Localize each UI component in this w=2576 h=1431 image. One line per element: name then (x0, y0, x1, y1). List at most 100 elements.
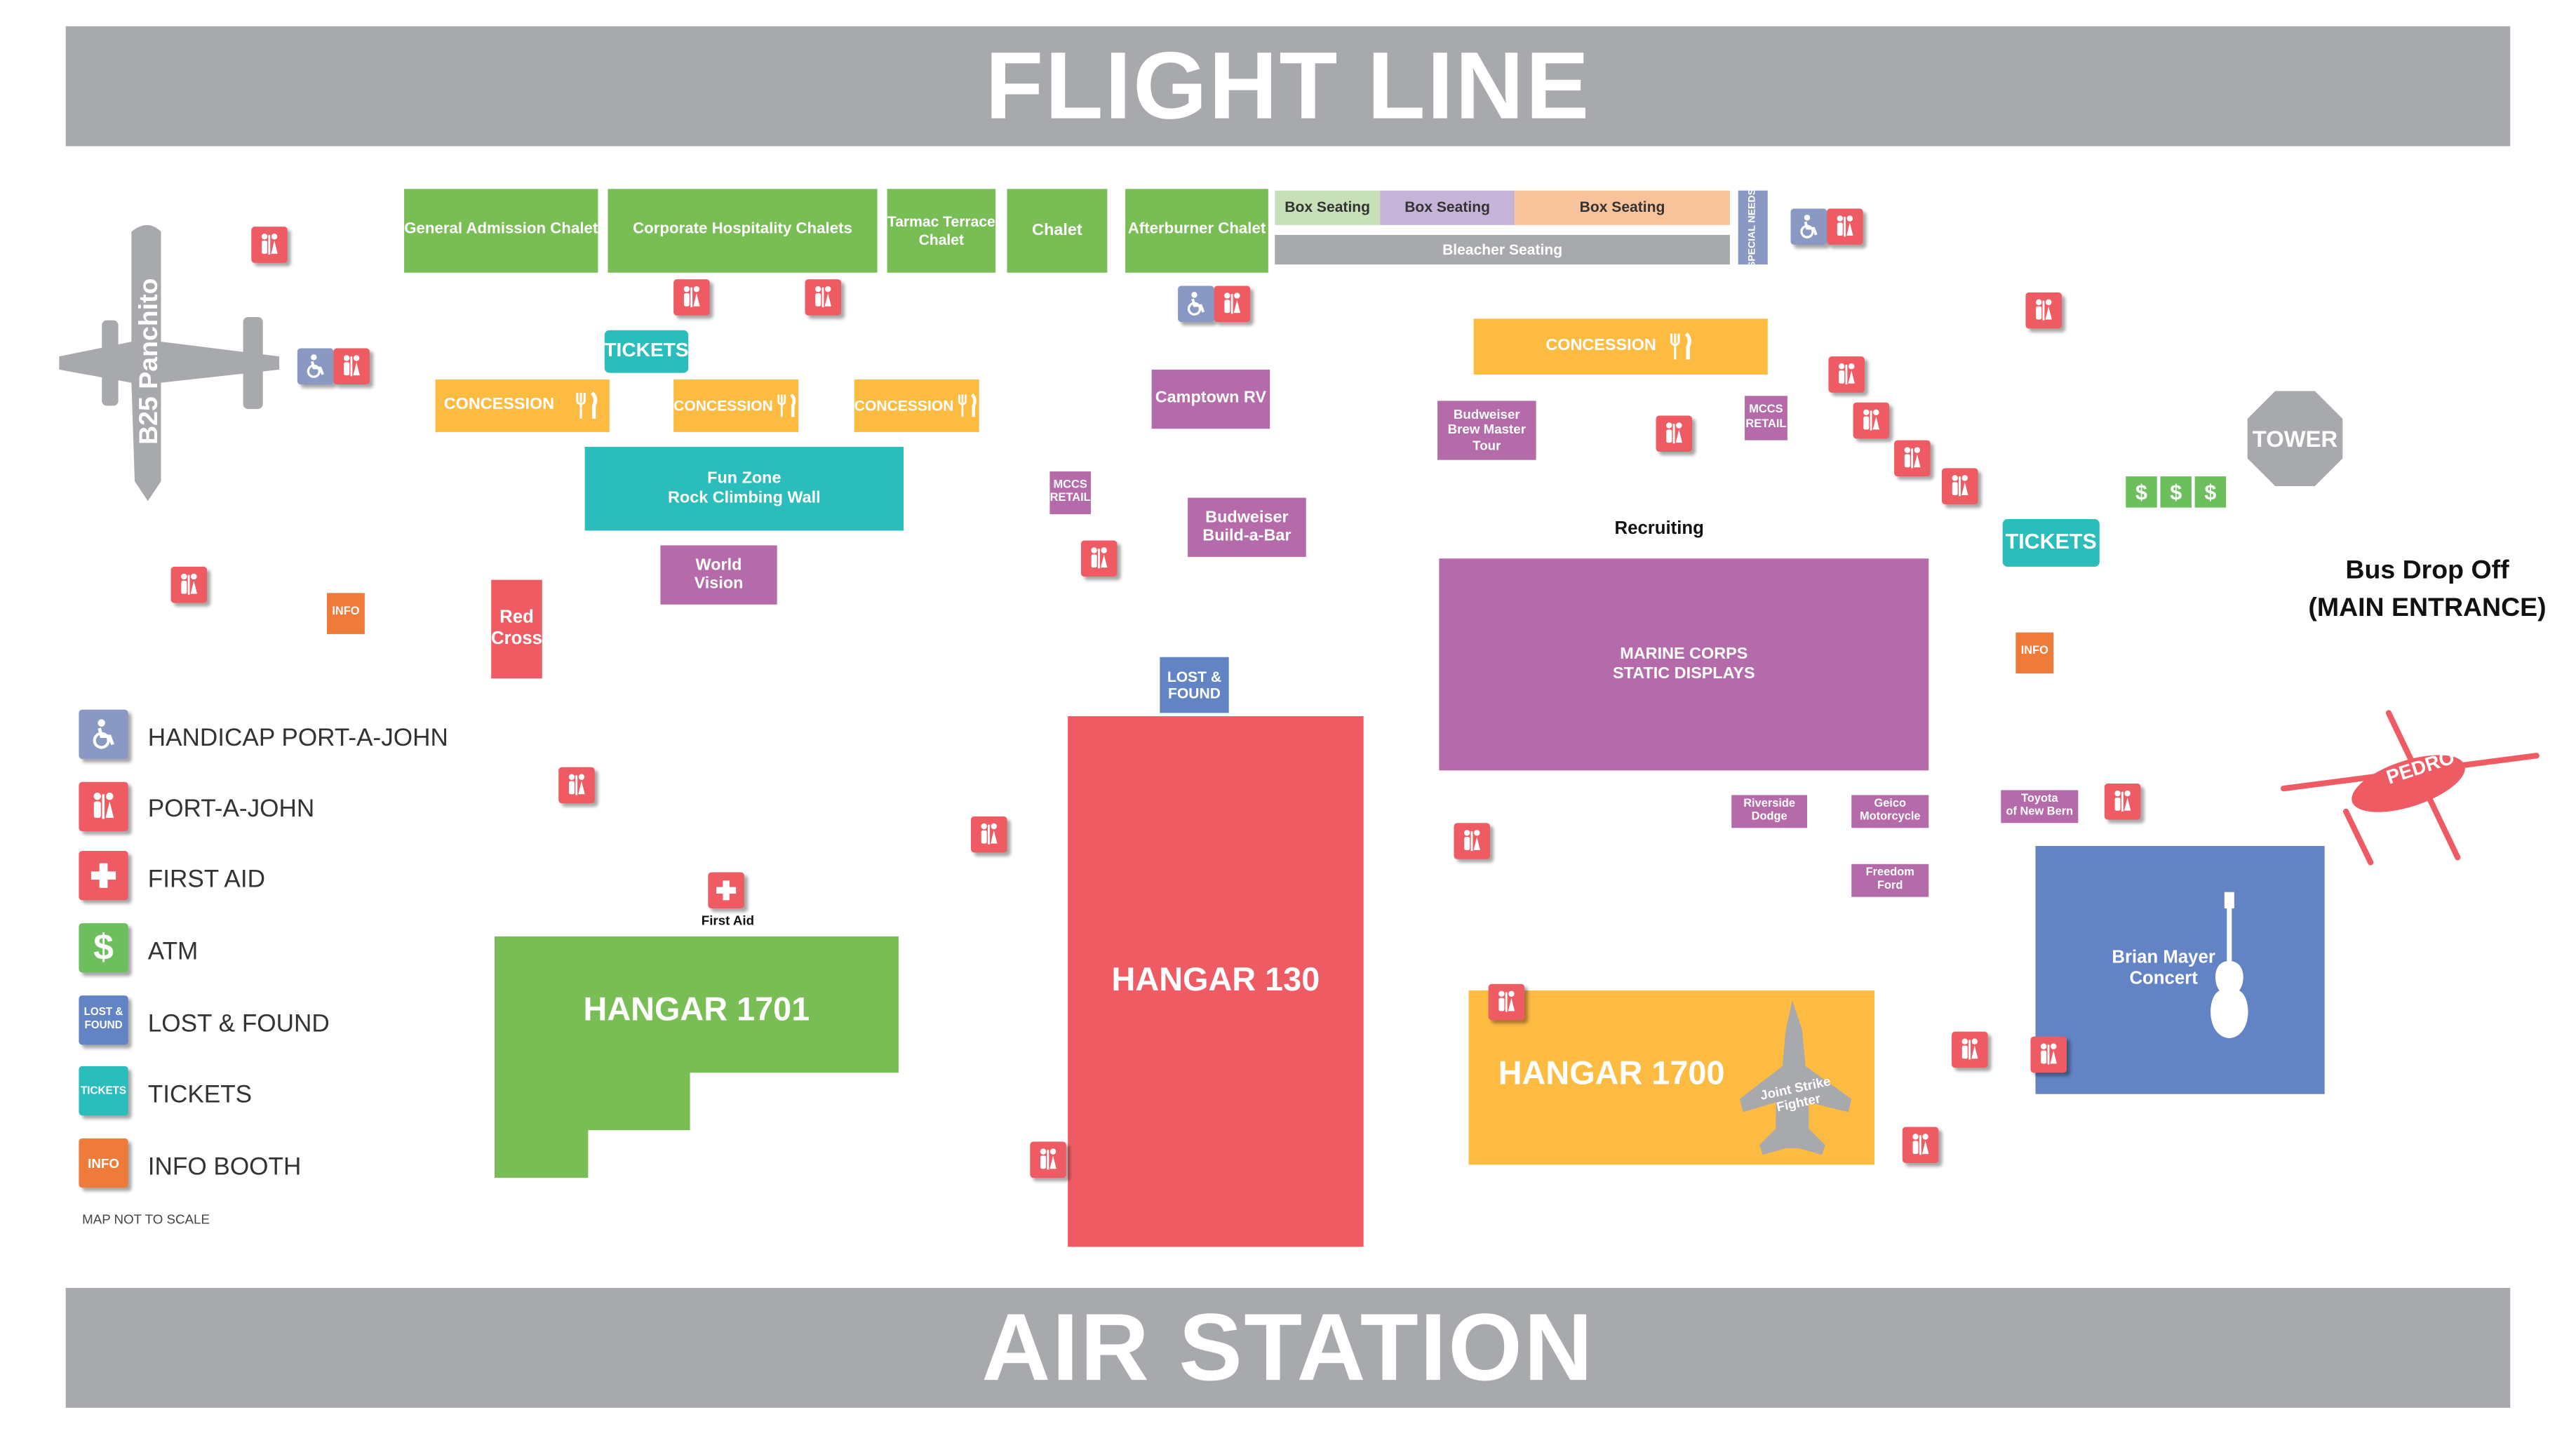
helicopter-icon (2281, 710, 2540, 866)
hangar-130: HANGAR 130 (1068, 716, 1364, 1247)
fun-zone: Fun Zone Rock Climbing Wall (584, 446, 904, 531)
guitar-icon (2211, 892, 2248, 1039)
restroom-icon (1853, 402, 1890, 439)
budweiser-brew-master-tour: Budweiser Brew Master Tour (1437, 401, 1536, 460)
handicap-icon (297, 348, 334, 384)
restroom-icon (1894, 440, 1931, 477)
restroom-icon (170, 566, 208, 603)
general-admission-chalet: General Admission Chalet (404, 189, 598, 273)
legend-info-icon: INFO (79, 1138, 128, 1188)
first-aid-label: First Aid (701, 913, 755, 929)
concession-2: CONCESSION (673, 379, 799, 432)
mccs-retail-1: MCCS RETAIL (1049, 471, 1091, 514)
freedom-ford: Freedom Ford (1851, 864, 1929, 897)
atm-3: $ (2194, 476, 2227, 508)
restroom-icon (2030, 1036, 2067, 1073)
restroom-icon (558, 767, 595, 804)
restroom-icon (673, 279, 710, 316)
camptown-rv: Camptown RV (1151, 369, 1270, 429)
brian-mayer-concert: Brian Mayer Concert (2035, 846, 2325, 1094)
hangar-1701-shape (494, 936, 899, 1178)
restroom-icon (1030, 1141, 1066, 1178)
legend-restroom-icon (79, 781, 128, 831)
air-station-title: AIR STATION (981, 1294, 1595, 1402)
fork-knife-icon (571, 388, 601, 424)
corporate-hospitality-chalets: Corporate Hospitality Chalets (608, 189, 878, 273)
legend-tickets-icon: TICKETS (79, 1066, 128, 1116)
bleacher-seating: Bleacher Seating (1275, 234, 1730, 265)
restroom-icon (1080, 540, 1118, 577)
toyota-of-new-bern: Toyota of New Bern (2001, 790, 2079, 824)
red-cross: Red Cross (491, 579, 542, 679)
restroom-icon (1488, 983, 1525, 1021)
chalet: Chalet (1007, 189, 1108, 273)
riverside-dodge: Riverside Dodge (1731, 795, 1807, 828)
afterburner-chalet: Afterburner Chalet (1125, 189, 1268, 273)
restroom-icon (2104, 784, 2141, 820)
atm-2: $ (2160, 476, 2192, 508)
bus-drop-off-label: Bus Drop Off (MAIN ENTRANCE) (2308, 556, 2547, 623)
legend-label-lost-found: LOST & FOUND (147, 1010, 330, 1039)
marine-corps-static-displays: MARINE CORPS STATIC DISPLAYS (1439, 558, 1929, 771)
legend-dollar-icon: $ (79, 923, 128, 973)
fork-knife-icon (773, 388, 798, 424)
tickets-booth-2: TICKETS (2002, 519, 2100, 567)
recruiting-label: Recruiting (1614, 519, 1704, 539)
restroom-icon (1902, 1127, 1939, 1163)
legend-handicap-icon (79, 709, 128, 759)
legend-label-first-aid: FIRST AID (147, 866, 265, 894)
hangar-1700-label: HANGAR 1700 (1498, 1056, 1725, 1093)
concession-4: CONCESSION (1473, 318, 1768, 375)
legend-label-atm: ATM (147, 938, 199, 966)
mccs-retail-2: MCCS RETAIL (1744, 396, 1787, 441)
restroom-icon (251, 227, 288, 263)
concession-1: CONCESSION (435, 379, 610, 432)
concert-label: Brian Mayer Concert (2112, 948, 2215, 989)
hangar-1700: HANGAR 1700 Joint Strike Fighter (1468, 990, 1874, 1165)
restroom-icon (333, 348, 370, 384)
flight-line-title: FLIGHT LINE (985, 32, 1591, 140)
info-booth-1: INFO (327, 593, 365, 634)
geico-motorcycle: Geico Motorcycle (1851, 795, 1929, 828)
legend: HANDICAP PORT-A-JOHN PORT-A-JOHN FIRST A… (79, 709, 473, 1252)
restroom-icon (1454, 823, 1491, 859)
b25-plane-icon (59, 224, 280, 502)
legend-label-handicap: HANDICAP PORT-A-JOHN (147, 724, 448, 753)
first-aid-icon (708, 872, 744, 909)
jet-fighter-icon (1739, 1000, 1852, 1155)
lost-and-found-booth: LOST & FOUND (1160, 657, 1229, 713)
special-needs-seating: SPECIAL NEEDS (1738, 188, 1768, 267)
legend-label-tickets: TICKETS (147, 1080, 253, 1109)
tower-icon (2247, 391, 2343, 487)
handicap-icon (1790, 208, 1827, 245)
legend-first-aid-icon (79, 851, 128, 901)
box-seating-3: Box Seating (1515, 190, 1730, 225)
legend-label-info-booth: INFO BOOTH (147, 1153, 302, 1181)
legend-label-port-a-john: PORT-A-JOHN (147, 795, 315, 824)
atm-1: $ (2126, 476, 2157, 508)
handicap-icon (1178, 285, 1214, 322)
restroom-icon (1656, 415, 1693, 452)
restroom-icon (1214, 285, 1251, 322)
restroom-icon (805, 279, 842, 316)
tower-label: TOWER (2252, 425, 2338, 452)
restroom-icon (1952, 1031, 1988, 1068)
concession-3: CONCESSION (854, 379, 979, 432)
budweiser-build-a-bar: Budweiser Build-a-Bar (1188, 497, 1306, 557)
box-seating-1: Box Seating (1275, 190, 1381, 225)
fork-knife-icon (953, 388, 979, 424)
legend-lost-found-icon: LOST & FOUND (79, 995, 128, 1045)
b25-label: B25 Panchito (136, 278, 165, 445)
world-vision: World Vision (660, 545, 777, 605)
flight-line-banner: FLIGHT LINE (65, 26, 2511, 147)
restroom-icon (2025, 292, 2062, 329)
air-station-banner: AIR STATION (65, 1287, 2511, 1408)
tickets-booth-1: TICKETS (604, 330, 689, 373)
tarmac-terrace-chalet: Tarmac Terrace Chalet (887, 189, 996, 273)
fork-knife-icon (1666, 327, 1696, 366)
hangar-1701-label: HANGAR 1701 (583, 991, 810, 1028)
restroom-icon (1942, 468, 1978, 504)
info-booth-2: INFO (2015, 632, 2054, 674)
restroom-icon (1828, 356, 1865, 393)
restroom-icon (1827, 208, 1863, 245)
